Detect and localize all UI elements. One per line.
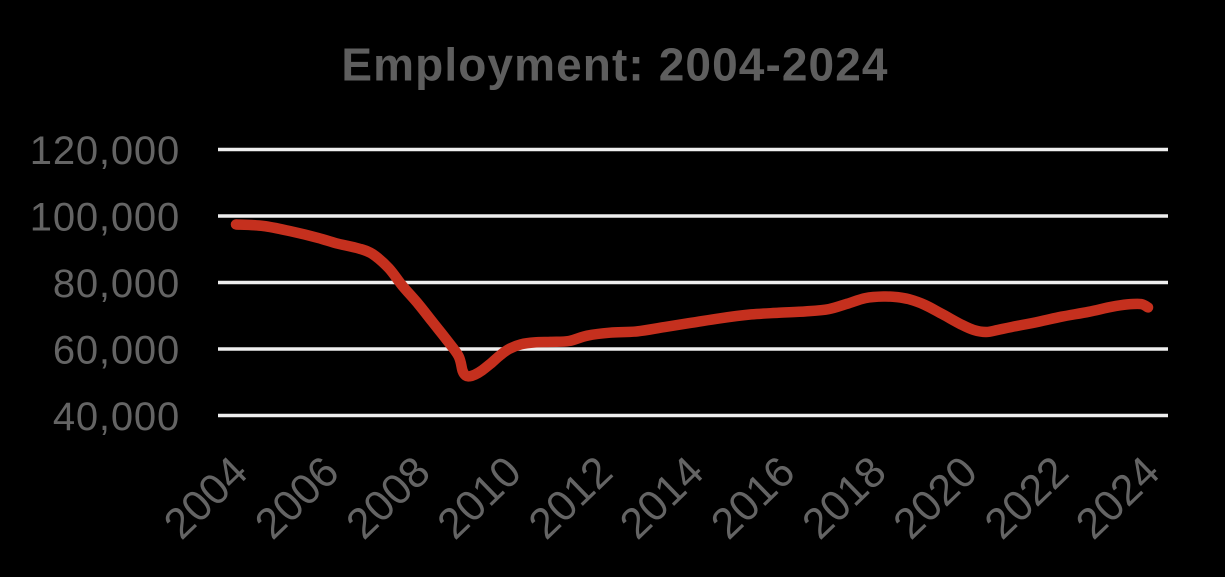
svg-text:60,000: 60,000 xyxy=(53,329,180,373)
svg-text:100,000: 100,000 xyxy=(30,196,180,240)
svg-text:80,000: 80,000 xyxy=(53,262,180,306)
svg-text:120,000: 120,000 xyxy=(30,129,180,173)
svg-text:40,000: 40,000 xyxy=(53,395,180,439)
svg-text:Employment: 2004-2024: Employment: 2004-2024 xyxy=(341,39,888,91)
